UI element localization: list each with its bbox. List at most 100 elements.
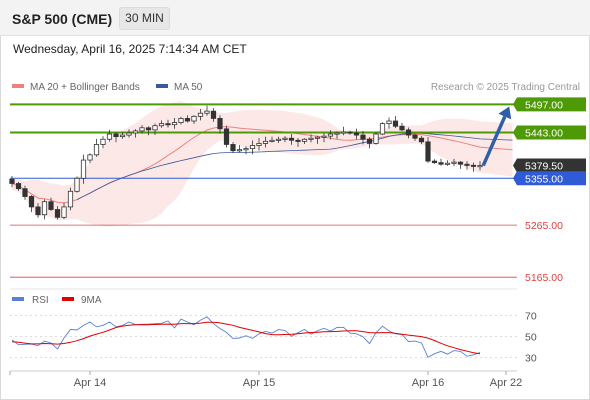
candle-body-55 <box>366 138 373 144</box>
candle-body-9 <box>67 190 74 208</box>
candle-body-54 <box>360 134 366 140</box>
candle-body-72 <box>477 165 483 168</box>
rsi-ma-line <box>11 321 481 355</box>
candle-body-35 <box>236 149 243 152</box>
candle-body-1 <box>15 183 22 190</box>
candle-body-64 <box>425 141 431 162</box>
legend-swatch-rsi <box>12 297 24 301</box>
candle-body-70 <box>464 163 470 166</box>
candle-body-11 <box>80 159 87 179</box>
candle-body-49 <box>327 133 334 137</box>
candle-body-18 <box>126 132 132 136</box>
forecast-arrow-shaft <box>481 115 507 167</box>
candle-body-66 <box>438 162 444 165</box>
legend-swatch-ma20 <box>12 84 24 88</box>
instrument-title: S&P 500 (CME) <box>12 11 113 27</box>
candle-body-25 <box>171 122 178 126</box>
candle-body-60 <box>399 125 405 131</box>
candle-body-2 <box>22 188 28 197</box>
level-box-5497-00 <box>513 97 586 112</box>
x-tick-label-76: Apr 22 <box>490 377 522 389</box>
level-box-5379-50 <box>513 158 586 173</box>
x-tick-label-64: Apr 16 <box>412 377 444 389</box>
legend-ma20: MA 20 + Bollinger Bands <box>30 82 140 93</box>
candle-body-43 <box>288 137 295 141</box>
candle-body-29 <box>197 112 204 117</box>
candle-body-52 <box>347 131 353 134</box>
candle-body-19 <box>132 130 139 134</box>
candle-body-38 <box>256 143 262 146</box>
level-label-5443-00: 5443.00 <box>525 127 563 139</box>
candle-body-33 <box>223 128 230 145</box>
candle-body-30 <box>204 110 210 114</box>
legend-swatch-9ma <box>62 297 74 301</box>
rsi-line <box>11 316 481 358</box>
level-label-5265-00: 5265.00 <box>525 220 563 232</box>
candle-body-5 <box>41 201 48 216</box>
level-label-5379-50: 5379.50 <box>525 161 563 173</box>
level-label-5165-00: 5165.00 <box>525 272 563 284</box>
candle-body-14 <box>100 138 106 145</box>
legend-rsi: RSI <box>32 295 49 306</box>
candle-body-0 <box>9 178 15 184</box>
candle-body-51 <box>340 131 347 134</box>
bollinger-band <box>12 101 513 227</box>
candle-body-46 <box>308 137 314 140</box>
candle-body-48 <box>321 135 327 138</box>
candle-body-53 <box>353 132 360 136</box>
level-label-5497-00: 5497.00 <box>525 99 563 111</box>
candle-body-16 <box>113 133 119 138</box>
forecast-arrow-head <box>498 106 512 120</box>
candle-body-20 <box>139 127 145 132</box>
legend-9ma: 9MA <box>81 295 102 306</box>
candle-body-3 <box>28 196 35 208</box>
candle-body-4 <box>35 206 41 216</box>
chart-datetime: Wednesday, April 16, 2025 7:14:34 AM CET <box>13 42 247 56</box>
candle-body-12 <box>87 154 93 161</box>
candle-body-31 <box>210 110 217 119</box>
candle-body-13 <box>93 144 100 156</box>
candle-body-59 <box>392 120 399 127</box>
candle-body-62 <box>412 134 418 139</box>
candle-body-41 <box>275 138 282 141</box>
candle-body-36 <box>243 148 249 151</box>
candle-body-71 <box>470 164 477 167</box>
candle-body-37 <box>249 145 256 150</box>
candle-body-28 <box>191 115 197 122</box>
rsi-tick-70: 70 <box>525 311 537 323</box>
candle-body-23 <box>158 123 165 127</box>
candle-body-40 <box>269 139 275 142</box>
candle-body-8 <box>61 206 67 218</box>
candle-body-67 <box>444 162 451 165</box>
credit-label: Research © 2025 Trading Central <box>431 82 580 93</box>
candle-body-44 <box>295 139 301 142</box>
level-box-5355-00 <box>513 171 586 186</box>
candle-body-68 <box>451 161 457 164</box>
x-tick-label-12: Apr 14 <box>74 377 106 389</box>
candle-body-6 <box>48 201 54 210</box>
candle-body-65 <box>431 160 438 164</box>
candle-body-7 <box>54 209 61 218</box>
candle-body-63 <box>418 137 425 143</box>
candle-body-10 <box>74 177 80 192</box>
legend-ma50: MA 50 <box>174 82 203 93</box>
candle-body-21 <box>145 127 152 131</box>
level-label-5355-00: 5355.00 <box>525 173 563 185</box>
candle-body-15 <box>106 133 113 140</box>
candle-body-47 <box>314 136 321 139</box>
legend-swatch-ma50 <box>156 84 168 88</box>
candle-body-34 <box>230 144 236 152</box>
candle-body-61 <box>405 129 412 136</box>
candle-body-26 <box>178 118 184 123</box>
candle-body-27 <box>184 118 191 122</box>
candle-body-24 <box>165 123 171 126</box>
chart-header: S&P 500 (CME) 30 MIN <box>0 0 590 36</box>
timeframe-button[interactable]: 30 MIN <box>119 7 170 30</box>
candle-body-57 <box>379 123 386 135</box>
x-tick-label-38: Apr 15 <box>243 377 275 389</box>
rsi-tick-50: 50 <box>525 332 537 344</box>
candle-body-69 <box>457 161 464 165</box>
candle-body-42 <box>282 137 288 140</box>
candle-body-17 <box>119 134 126 138</box>
candle-body-32 <box>217 118 223 130</box>
